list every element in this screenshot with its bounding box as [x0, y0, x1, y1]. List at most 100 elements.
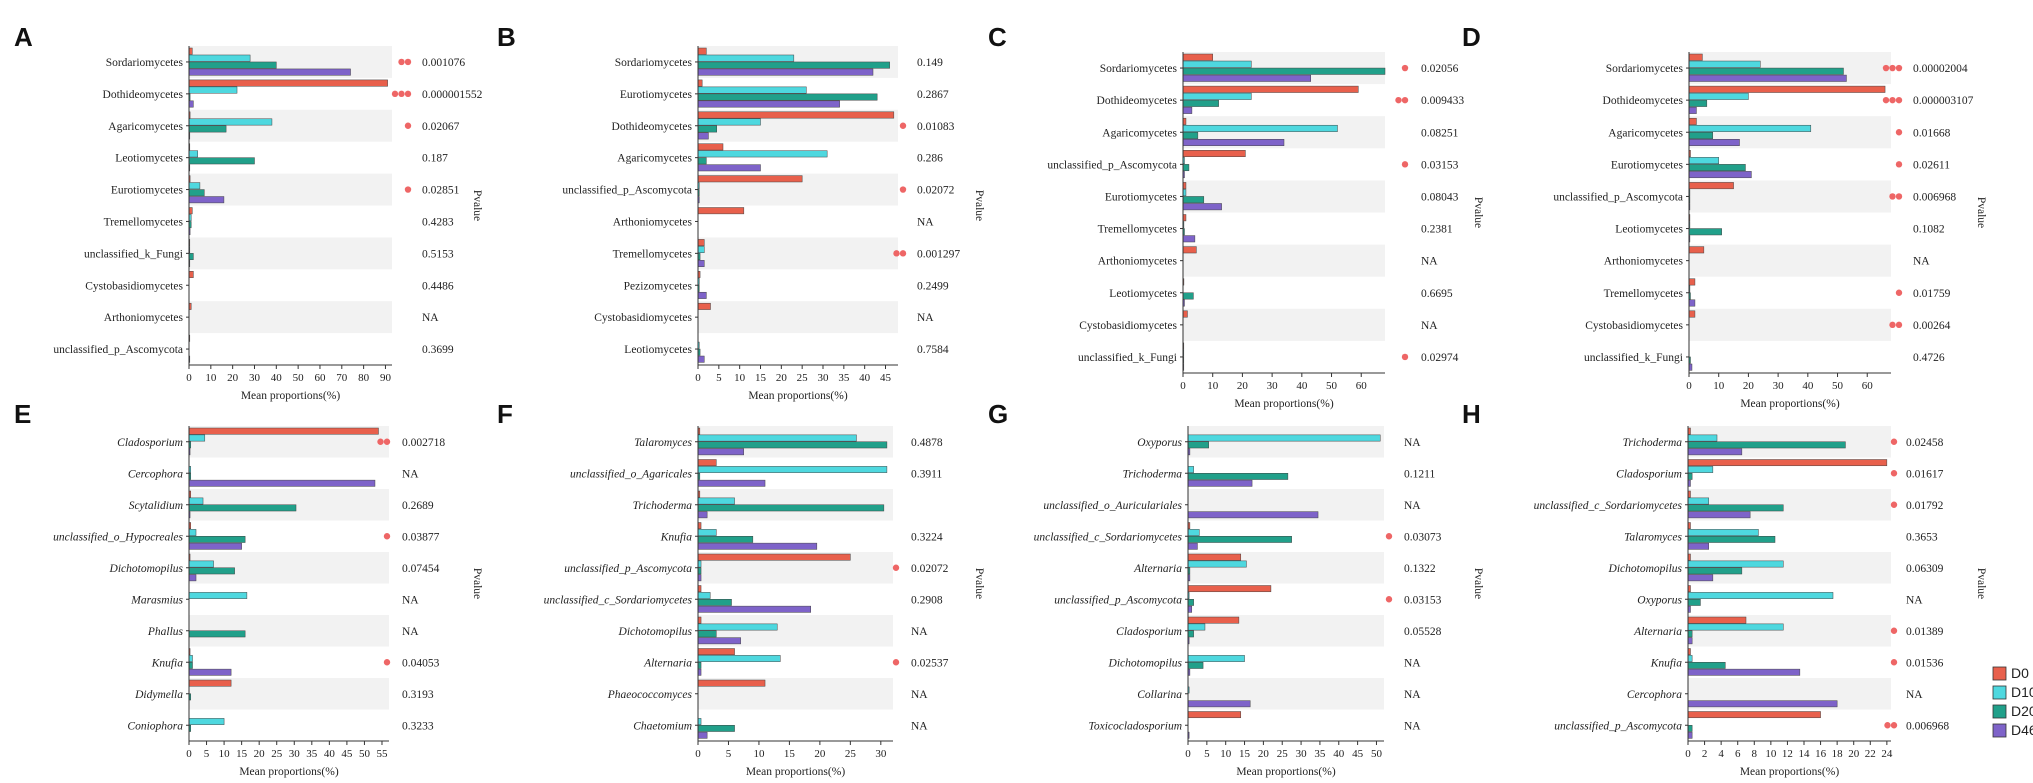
row-band — [698, 301, 898, 334]
p-value: NA — [1906, 594, 1923, 606]
p-value: 0.02611 — [1913, 159, 1950, 171]
bar-d460 — [697, 605, 811, 613]
x-tick-label: 30 — [875, 748, 887, 760]
bar-d100 — [697, 592, 711, 599]
p-value: 0.006968 — [1906, 720, 1949, 732]
p-value: 0.02067 — [422, 121, 460, 133]
bar-d0 — [188, 679, 232, 687]
x-tick-label: 30 — [818, 372, 830, 384]
category-label: Sordariomycetes — [1606, 63, 1684, 75]
bar-d200 — [1688, 67, 1844, 75]
category-label: Cercophora — [128, 468, 183, 480]
p-value: 0.3699 — [422, 344, 454, 356]
x-tick-label: 10 — [1765, 748, 1777, 760]
significance-dot — [892, 659, 900, 666]
bar-d100 — [188, 118, 273, 126]
x-axis-label: Mean proportions(%) — [1236, 766, 1335, 778]
significance-dot — [391, 90, 399, 98]
p-value: NA — [917, 216, 934, 228]
category-label: Agaricomycetes — [617, 153, 692, 165]
category-label: Chaetomium — [633, 720, 692, 732]
p-value: 0.00264 — [1913, 320, 1951, 332]
p-value: 0.2867 — [917, 89, 949, 101]
bar-d0 — [1688, 117, 1697, 125]
x-tick-label: 20 — [254, 748, 266, 760]
x-axis-label: Mean proportions(%) — [746, 766, 845, 778]
x-tick-label: 10 — [734, 372, 746, 384]
category-label: unclassified_o_Hypocreales — [53, 531, 183, 543]
x-tick-label: 45 — [341, 748, 353, 760]
panel-d: D Sordariomycetes Dothideomycetes Agaricomy… — [1462, 22, 1987, 410]
p-value: NA — [1421, 256, 1438, 268]
bar-d200 — [697, 125, 717, 133]
category-label: Leotiomycetes — [115, 153, 183, 165]
legend-swatch-d100 — [1992, 685, 2007, 700]
bar-d100 — [697, 655, 781, 662]
category-label: Dichotomopilus — [1608, 563, 1683, 575]
p-value: NA — [422, 312, 439, 324]
bar-d200 — [1687, 504, 1784, 512]
bar-d200 — [1688, 132, 1714, 139]
category-label: Eurotiomycetes — [1611, 159, 1684, 171]
bar-d100 — [1687, 655, 1693, 662]
panel-letter: E — [14, 399, 31, 429]
x-tick-label: 40 — [1296, 380, 1308, 392]
category-label: Marasmius — [130, 594, 183, 606]
p-value-axis-label: Pvalue — [973, 190, 985, 221]
p-value: 0.06309 — [1906, 563, 1944, 575]
category-label: unclassified_p_Ascomycota — [1047, 159, 1177, 171]
bar-d460 — [1182, 106, 1193, 114]
significance-dot — [398, 58, 405, 66]
p-value: 0.4283 — [422, 216, 454, 228]
p-value: 0.03073 — [1404, 531, 1442, 543]
x-tick-label: 0 — [1685, 748, 1691, 760]
p-value: 0.02072 — [917, 185, 955, 197]
p-value: NA — [917, 312, 934, 324]
p-value: 0.02056 — [1421, 63, 1459, 75]
x-tick-label: 15 — [784, 748, 796, 760]
bar-d100 — [1688, 124, 1812, 132]
bar-d100 — [1688, 60, 1761, 68]
bar-d460 — [697, 355, 705, 363]
bar-d200 — [1187, 599, 1194, 606]
bar-d200 — [1182, 132, 1199, 139]
p-value-axis-label: Pvalue — [1975, 568, 1987, 599]
x-tick-label: 25 — [845, 748, 857, 760]
category-label: Agaricomycetes — [108, 121, 183, 133]
significance-dot — [899, 250, 907, 257]
x-tick-label: 50 — [1832, 380, 1844, 392]
p-value: NA — [911, 720, 928, 732]
category-label: Dothideomycetes — [103, 89, 184, 101]
x-tick-label: 15 — [755, 372, 767, 384]
bar-d200 — [188, 536, 246, 543]
p-value: 0.3233 — [402, 720, 434, 732]
panel-letter: C — [988, 22, 1007, 52]
category-label: Trichoderma — [1123, 468, 1183, 480]
bar-d460 — [1687, 668, 1801, 676]
panel-c: C Sordariomycetes Dothideomycetes Agaricomy… — [988, 22, 1484, 410]
x-axis-label: Mean proportions(%) — [1740, 398, 1839, 410]
bar-d460 — [188, 574, 197, 582]
bar-d460 — [697, 731, 708, 739]
bar-d460 — [1187, 479, 1253, 487]
p-value: 0.01759 — [1913, 288, 1951, 300]
x-tick-label: 20 — [227, 372, 239, 384]
legend-swatch-d0 — [1992, 666, 2007, 681]
bar-d100 — [188, 592, 248, 599]
category-label: Talaromyces — [634, 437, 692, 449]
category-label: unclassified_p_Ascomycota — [1553, 191, 1683, 203]
row-band — [698, 237, 898, 270]
category-label: unclassified_c_Sordariomycetes — [1034, 531, 1183, 543]
bar-d0 — [1688, 310, 1696, 318]
category-label: Eurotiomycetes — [1105, 191, 1178, 203]
bar-d200 — [1687, 599, 1701, 606]
x-tick-label: 6 — [1735, 748, 1741, 760]
category-label: Cladosporium — [1616, 468, 1682, 480]
bar-d0 — [697, 459, 717, 467]
p-value: 0.7584 — [917, 344, 949, 356]
bar-d0 — [1687, 711, 1821, 719]
x-tick-label: 20 — [1743, 380, 1755, 392]
bar-d100 — [697, 54, 795, 62]
bar-d460 — [1687, 448, 1743, 456]
category-label: unclassified_k_Fungi — [1078, 352, 1177, 364]
